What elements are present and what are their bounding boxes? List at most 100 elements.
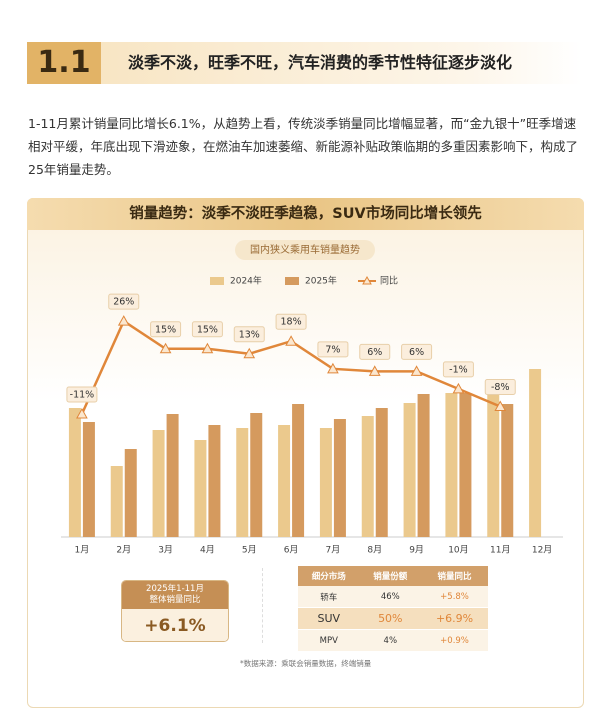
yoy-marker — [243, 347, 256, 359]
td: 4% — [359, 629, 422, 652]
table-row: 轿车 46% +5.8% — [298, 586, 488, 608]
yoy-marker — [201, 342, 214, 354]
summary-label: 2025年1-11月 整体销量同比 — [122, 581, 228, 609]
bar — [152, 430, 165, 537]
value-label: -1% — [449, 364, 468, 375]
yoy-marker — [117, 315, 130, 326]
x-tick-label: 2月 — [116, 545, 131, 556]
value-label: 13% — [239, 329, 260, 340]
bar — [417, 394, 430, 537]
bar — [487, 395, 500, 537]
bar — [445, 393, 458, 537]
bar — [82, 422, 95, 537]
bar — [236, 428, 249, 537]
value-label-box — [317, 341, 349, 358]
yoy-marker — [327, 362, 339, 374]
section-title: 淡季不淡，旺季不旺，汽车消费的季节性特征逐步淡化 — [128, 53, 513, 72]
th: 销量份额 — [359, 566, 422, 586]
yoy-marker — [494, 400, 507, 411]
value-label: 15% — [155, 324, 176, 335]
x-tick-label: 10月 — [448, 545, 468, 556]
bar — [278, 425, 291, 537]
table-header: 细分市场 销量份额 销量同比 — [298, 566, 488, 586]
bar — [459, 393, 472, 537]
bar — [166, 414, 179, 537]
card-title: 销量趋势：淡季不淡旺季趋稳，SUV市场同比增长领先 — [27, 198, 584, 230]
td: 50% — [359, 607, 422, 630]
x-tick-label: 11月 — [490, 545, 510, 556]
value-label: 7% — [325, 344, 340, 355]
value-label-box — [108, 293, 140, 310]
chart-title: 国内狭义乘用车销量趋势 — [250, 243, 360, 256]
td: MPV — [298, 629, 360, 652]
yoy-marker — [285, 335, 297, 346]
bar — [124, 449, 137, 537]
bar — [110, 466, 123, 537]
yoy-line — [80, 319, 501, 415]
value-label: -8% — [491, 382, 510, 393]
x-tick-label: 12月 — [532, 545, 552, 556]
value-label: 6% — [367, 347, 382, 358]
x-tick-label: 3月 — [158, 545, 173, 556]
bar — [529, 369, 542, 537]
yoy-marker — [452, 382, 465, 394]
bar — [333, 419, 346, 537]
paragraph: 1-11月累计销量同比增长6.1%，从趋势上看，传统淡季销量同比增幅显著，而“金… — [28, 116, 579, 177]
value-label: -11% — [70, 390, 95, 401]
bar — [208, 425, 221, 537]
x-tick-label: 5月 — [242, 545, 257, 556]
value-label-box — [191, 321, 223, 338]
bar — [292, 404, 305, 537]
legend-marker — [362, 275, 372, 285]
value-label-box — [401, 343, 433, 360]
value-label-box — [484, 378, 516, 395]
summary-text: 整体销量同比 — [149, 595, 201, 605]
yoy-marker — [159, 342, 172, 354]
value-label: 26% — [113, 297, 134, 308]
bar — [375, 408, 388, 537]
table-row: MPV 4% +0.9% — [298, 629, 488, 652]
value-label: 15% — [197, 324, 218, 335]
x-tick-label: 9月 — [409, 545, 424, 556]
section-number: 1.1 — [27, 42, 101, 84]
td: SUV — [298, 607, 360, 630]
chart-title-pill — [235, 240, 375, 260]
value-label-box — [442, 361, 474, 378]
legend-swatch — [210, 277, 224, 285]
th: 销量同比 — [421, 566, 488, 586]
legend-swatch — [285, 277, 299, 285]
td: +6.9% — [421, 607, 488, 630]
table-row: SUV 50% +6.9% — [298, 607, 488, 630]
bar — [319, 428, 332, 537]
x-tick-label: 7月 — [326, 545, 341, 556]
yoy-marker — [410, 365, 423, 376]
summary-period: 2025年1-11月 — [146, 584, 204, 594]
yoy-marker — [368, 365, 381, 376]
x-tick-label: 4月 — [200, 545, 215, 556]
value-label: 18% — [281, 317, 302, 328]
td: 轿车 — [298, 586, 360, 608]
td: +5.8% — [421, 586, 488, 608]
source: *数据来源：乘联会销量数据，终端销量 — [240, 659, 372, 668]
td: +0.9% — [421, 629, 488, 652]
x-tick-label: 1月 — [75, 545, 90, 556]
bar — [194, 440, 207, 537]
value-label-box — [359, 343, 391, 360]
bar — [501, 404, 514, 537]
bar — [403, 403, 416, 537]
value-label: 6% — [409, 347, 424, 358]
th: 细分市场 — [298, 566, 360, 586]
legend-label: 2024年 — [230, 275, 262, 287]
summary-value: +6.1% — [122, 609, 228, 641]
value-label-box — [233, 326, 265, 343]
legend-label: 2025年 — [305, 275, 337, 287]
legend-label: 同比 — [380, 275, 398, 287]
yoy-marker — [76, 407, 88, 419]
separator — [262, 568, 263, 643]
value-label-box — [66, 386, 98, 403]
bar — [250, 413, 263, 537]
x-tick-label: 8月 — [367, 545, 382, 556]
value-label-box — [150, 321, 182, 338]
